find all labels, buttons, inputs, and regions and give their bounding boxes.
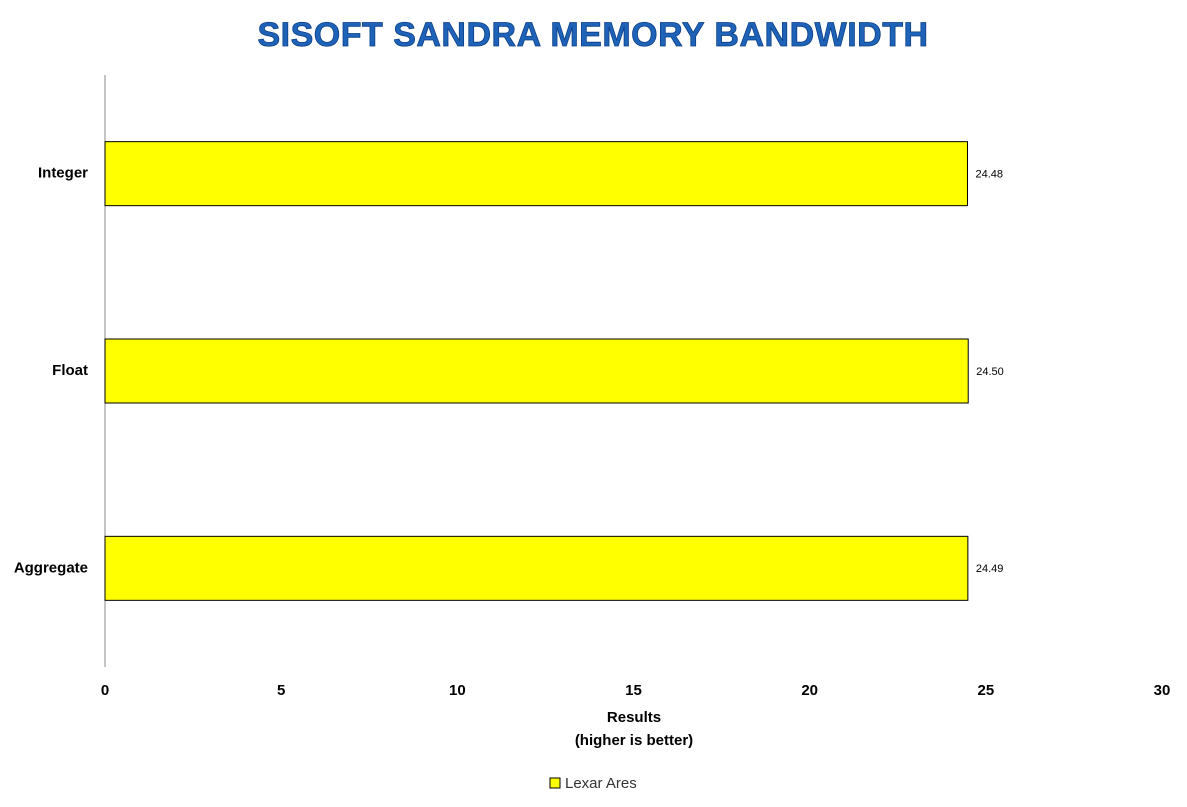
chart-title: SISOFT SANDRA MEMORY BANDWIDTH xyxy=(257,16,928,54)
legend-swatch xyxy=(549,777,561,789)
bar xyxy=(104,338,969,404)
data-label: 24.49 xyxy=(976,563,1004,575)
y-tick-label: Float xyxy=(52,362,88,379)
x-tick-label: 0 xyxy=(101,682,109,699)
x-tick-label: 20 xyxy=(801,682,818,699)
x-tick-label: 10 xyxy=(449,682,466,699)
x-tick-label: 5 xyxy=(277,682,285,699)
x-tick-label: 15 xyxy=(625,682,642,699)
x-tick-label: 30 xyxy=(1154,682,1171,699)
data-label: 24.50 xyxy=(976,366,1004,378)
bar xyxy=(104,535,969,601)
x-axis-label: (higher is better) xyxy=(575,732,693,749)
x-axis-label: Results xyxy=(607,709,661,726)
legend-label: Lexar Ares xyxy=(565,775,637,792)
x-tick-label: 25 xyxy=(977,682,994,699)
y-tick-label: Aggregate xyxy=(14,559,88,576)
bar xyxy=(104,141,969,207)
y-tick-label: Integer xyxy=(38,165,88,182)
data-label: 24.48 xyxy=(976,169,1004,181)
